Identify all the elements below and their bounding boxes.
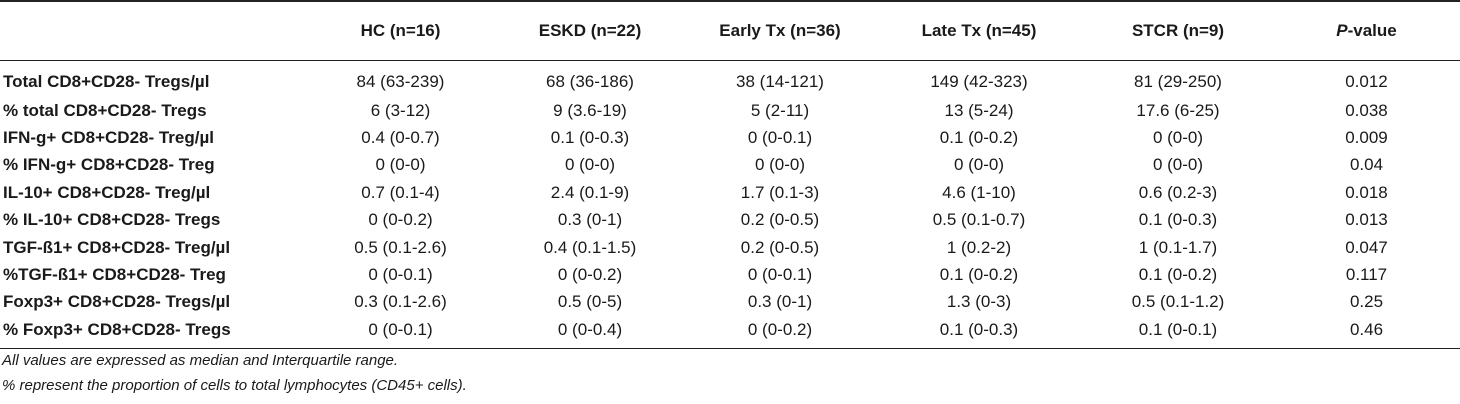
value-cell: 0.5 (0-5) [557,292,623,312]
table-row: % Foxp3+ CD8+CD28- Tregs 0 (0-0.1) 0 (0-0.… [0,316,1460,349]
value-cell: 5 (2-11) [750,100,810,120]
header-row: HC (n=16) ESKD (n=22) Early Tx (n=36) La… [0,0,1460,61]
footnote-2: % represent the proportion of cells to t… [2,377,467,394]
value-cell: 9 (3.6-19) [553,100,627,120]
table-row: % IFN-g+ CD8+CD28- Treg 0 (0-0) 0 (0-0) 0 (… [0,152,1460,179]
pvalue-cell: 0.013 [1345,210,1388,230]
value-cell: 0.6 (0.2-3) [1138,182,1218,202]
footnote-1: All values are expressed as median and I… [2,352,399,369]
pvalue-cell: 0.25 [1349,292,1384,312]
header-cell-late-tx: Late Tx (n=45) [875,0,1083,61]
value-cell: 0 (0-0) [564,155,616,175]
row-label: IL-10+ CD8+CD28- Treg/µl [3,182,211,202]
pvalue-cell: 0.04 [1349,155,1384,175]
value-cell: 1 (0.2-2) [946,237,1012,257]
pvalue-italic: P [1336,21,1348,40]
header-cell-label [0,0,306,61]
value-cell: 0.3 (0.1-2.6) [354,292,447,312]
pvalue-cell: 0.012 [1345,72,1388,91]
value-cell: 68 (36-186) [546,72,634,91]
value-cell: 0 (0-0.1) [747,128,813,148]
pvalue-cell: 0.46 [1273,316,1460,349]
value-cell: 0 (0-0.1) [747,265,813,285]
value-cell: 0.1 (0-0.3) [875,316,1083,349]
value-cell: 38 (14-121) [736,72,824,91]
table-row: %TGF-ß1+ CD8+CD28- Treg 0 (0-0.1) 0 (0-0.2… [0,261,1460,288]
footnotes: All values are expressed as median and I… [2,348,467,398]
value-cell: 0 (0-0) [1152,155,1204,175]
value-cell: 0 (0-0.1) [306,316,495,349]
value-cell: 17.6 (6-25) [1136,100,1220,120]
row-label: Foxp3+ CD8+CD28- Tregs/µl [3,292,231,312]
header-cell-early-tx: Early Tx (n=36) [685,0,875,61]
value-cell: 6 (3-12) [370,100,431,120]
value-cell: 0.1 (0-0.1) [1083,316,1273,349]
row-label: % IFN-g+ CD8+CD28- Treg [3,155,215,175]
data-table: HC (n=16) ESKD (n=22) Early Tx (n=36) La… [0,0,1460,349]
header-cell-hc: HC (n=16) [306,0,495,61]
row-label: Total CD8+CD28- Tregs/µl [3,72,210,91]
value-cell: 0 (0-0.2) [685,316,875,349]
pvalue-rest: -value [1347,21,1397,40]
value-cell: 0.1 (0-0.3) [550,128,630,148]
header-cell-stcr: STCR (n=9) [1083,0,1273,61]
value-cell: 1 (0.1-1.7) [1138,237,1218,257]
value-cell: 84 (63-239) [356,72,445,91]
row-label: IFN-g+ CD8+CD28- Treg/µl [3,128,215,148]
row-label: TGF-ß1+ CD8+CD28- Treg/µl [3,237,231,257]
table-row: IFN-g+ CD8+CD28- Treg/µl 0.4 (0-0.7) 0.1 (… [0,124,1460,151]
pvalue-cell: 0.009 [1345,128,1388,148]
value-cell: 0.7 (0.1-4) [361,182,440,202]
value-cell: 13 (5-24) [944,100,1014,120]
value-cell: 0 (0-0) [754,155,806,175]
value-cell: 0.5 (0.1-2.6) [354,237,447,257]
table-row: TGF-ß1+ CD8+CD28- Treg/µl 0.5 (0.1-2.6) 0.… [0,234,1460,261]
row-label: % IL-10+ CD8+CD28- Tregs [3,210,221,230]
table-row: IL-10+ CD8+CD28- Treg/µl 0.7 (0.1-4) 2.4 (… [0,179,1460,206]
value-cell: 0.5 (0.1-0.7) [932,210,1026,230]
table-header: HC (n=16) ESKD (n=22) Early Tx (n=36) La… [0,0,1460,61]
table-row: Total CD8+CD28- Tregs/µl 84 (63-239) 68 (3… [0,61,1460,98]
value-cell: 0.2 (0-0.5) [740,210,820,230]
pvalue-cell: 0.018 [1345,182,1388,202]
value-cell: 0 (0-0.4) [495,316,685,349]
table-row: Foxp3+ CD8+CD28- Tregs/µl 0.3 (0.1-2.6) 0.… [0,289,1460,316]
value-cell: 0.4 (0-0.7) [361,128,440,148]
pvalue-cell: 0.038 [1345,100,1388,120]
value-cell: 0.1 (0-0.2) [939,265,1019,285]
row-label: %TGF-ß1+ CD8+CD28- Treg [3,265,226,285]
table-body: Total CD8+CD28- Tregs/µl 84 (63-239) 68 (3… [0,61,1460,349]
row-label: % total CD8+CD28- Tregs [3,100,207,120]
header-cell-eskd: ESKD (n=22) [495,0,685,61]
value-cell: 81 (29-250) [1134,72,1222,91]
value-cell: 1.3 (0-3) [946,292,1012,312]
value-cell: 0 (0-0.2) [557,265,623,285]
value-cell: 4.6 (1-10) [942,182,1016,202]
value-cell: 0 (0-0.1) [368,265,433,285]
value-cell: 0.4 (0.1-1.5) [543,237,637,257]
header-cell-pvalue: P-value [1273,0,1460,61]
value-cell: 0.3 (0-1) [747,292,813,312]
value-cell: 0.1 (0-0.2) [1138,265,1218,285]
table-row: % total CD8+CD28- Tregs 6 (3-12) 9 (3.6-19… [0,97,1460,124]
value-cell: 149 (42-323) [930,72,1028,91]
table-row: % IL-10+ CD8+CD28- Tregs 0 (0-0.2) 0.3 (0-… [0,207,1460,234]
value-cell: 0 (0-0.2) [368,210,433,230]
value-cell: 0.2 (0-0.5) [740,237,820,257]
pvalue-cell: 0.047 [1345,237,1388,257]
value-cell: 0.5 (0.1-1.2) [1131,292,1225,312]
value-cell: 0 (0-0) [1152,128,1204,148]
value-cell: 0 (0-0) [375,155,426,175]
value-cell: 0.1 (0-0.3) [1138,210,1218,230]
pvalue-cell: 0.117 [1345,265,1388,285]
value-cell: 0.3 (0-1) [557,210,623,230]
value-cell: 2.4 (0.1-9) [550,182,630,202]
value-cell: 1.7 (0.1-3) [740,182,820,202]
row-label: % Foxp3+ CD8+CD28- Tregs [0,316,306,349]
value-cell: 0 (0-0) [953,155,1005,175]
value-cell: 0.1 (0-0.2) [939,128,1019,148]
